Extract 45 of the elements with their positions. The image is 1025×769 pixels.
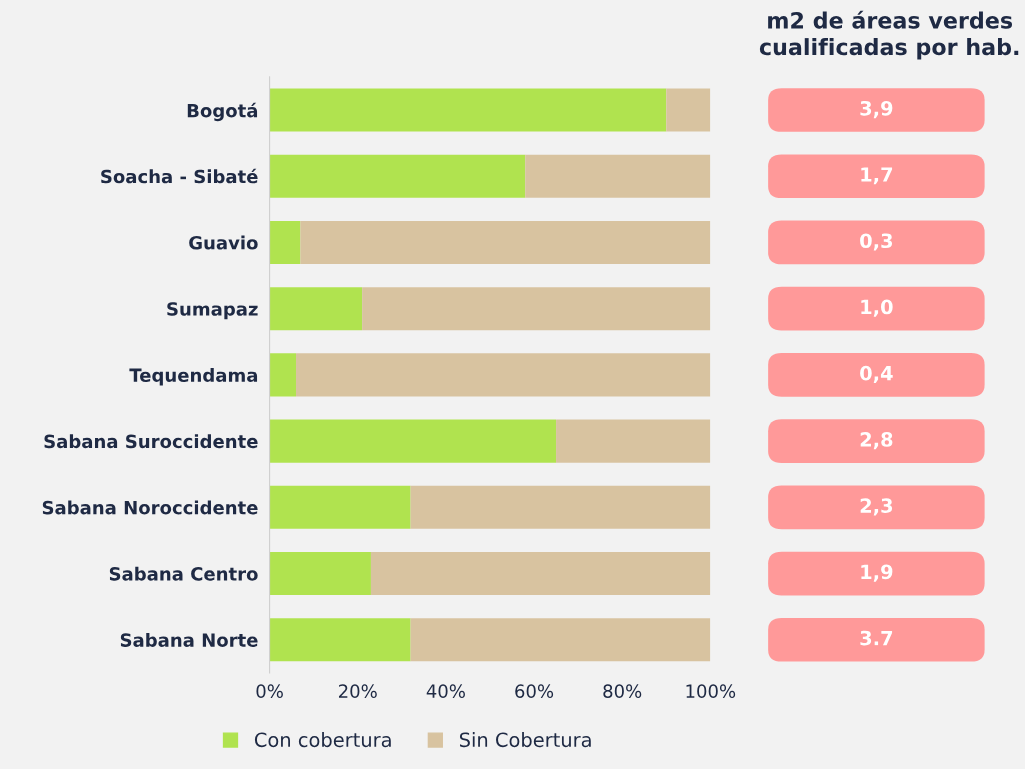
y-tick-label: Sumapaz — [167, 302, 258, 320]
bar — [269, 220, 301, 264]
text: 1,7 — [861, 167, 893, 185]
y-tick-label: Sabana Norte — [120, 632, 258, 647]
x-tick-label: 60% — [515, 684, 554, 698]
legend-label: Con cobertura — [254, 732, 391, 748]
text: 2,8 — [860, 432, 893, 450]
x-tick-label: 80% — [603, 684, 642, 698]
bar — [556, 419, 711, 463]
text: m2 de áreas verdes cualificadas por hab. — [759, 10, 1019, 60]
text: 1,9 — [861, 564, 893, 582]
y-tick-label: Sabana Centro — [109, 566, 258, 581]
x-tick-label: 20% — [338, 684, 377, 698]
bar — [269, 419, 557, 463]
text: 0,4 — [860, 365, 893, 384]
text: 2,3 — [860, 498, 893, 516]
legend-label: Sin Cobertura — [459, 732, 591, 748]
bar — [370, 552, 711, 596]
bar — [410, 485, 711, 529]
y-tick-label: Soacha - Sibaté — [101, 168, 258, 184]
bar — [269, 353, 297, 397]
y-tick-label: Sabana Noroccidente — [42, 500, 258, 515]
bar — [269, 88, 667, 132]
bar — [410, 618, 711, 662]
bar — [269, 618, 411, 662]
bar — [666, 88, 711, 132]
text: 3,9 — [860, 100, 893, 119]
text: 0,3 — [860, 233, 893, 251]
x-tick-label: 40% — [426, 684, 465, 698]
text: 1,0 — [861, 299, 893, 317]
bar — [296, 353, 711, 397]
bar — [525, 154, 711, 198]
text: 3.7 — [860, 630, 893, 646]
y-tick-label: Guavio — [189, 235, 258, 250]
bar — [269, 485, 411, 529]
bar — [300, 220, 711, 264]
y-tick-label: Tequendama — [129, 368, 258, 386]
y-tick-label: Bogotá — [187, 102, 258, 122]
x-tick-label: 0% — [256, 684, 283, 698]
x-tick-label: 100% — [686, 684, 736, 698]
bar — [269, 552, 371, 596]
bar — [269, 154, 526, 198]
bar — [269, 287, 363, 331]
bar — [362, 287, 711, 331]
y-tick-label: Sabana Suroccidente — [44, 434, 258, 449]
